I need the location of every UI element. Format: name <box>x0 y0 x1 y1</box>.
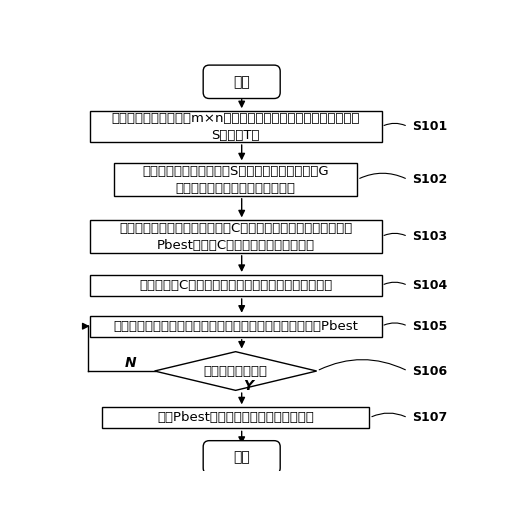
Text: 结束: 结束 <box>233 450 250 464</box>
Text: 根据生成的C条可行路径，更新整个栅格地图的信息素: 根据生成的C条可行路径，更新整个栅格地图的信息素 <box>139 279 332 292</box>
Text: Y: Y <box>243 379 253 394</box>
Text: 种群的自学习搜索，根据发现的路径更新栅格地图信息素和Pbest: 种群的自学习搜索，根据发现的路径更新栅格地图信息素和Pbest <box>113 320 358 333</box>
Polygon shape <box>154 352 317 390</box>
Text: S104: S104 <box>412 279 447 292</box>
Text: 确定条形机器人的姿态，S位置初始化一个规模为G
的种群，所有单元格信息素初始化: 确定条形机器人的姿态，S位置初始化一个规模为G 的种群，所有单元格信息素初始化 <box>142 165 329 195</box>
Text: S102: S102 <box>412 173 447 186</box>
FancyBboxPatch shape <box>203 441 280 474</box>
Bar <box>114 163 357 196</box>
Text: 满足算法结束条件: 满足算法结束条件 <box>203 364 268 378</box>
Text: S105: S105 <box>412 320 447 333</box>
Text: 完成种群的初始搜索，最终生成C条可行路径，选出最优一条作为
Pbest，计算C条可行路径长度的平均值: 完成种群的初始搜索，最终生成C条可行路径，选出最优一条作为 Pbest，计算C条… <box>119 222 352 252</box>
Text: N: N <box>124 356 136 370</box>
Bar <box>90 275 382 296</box>
Text: S107: S107 <box>412 412 447 424</box>
Bar <box>90 220 382 253</box>
FancyBboxPatch shape <box>203 65 280 98</box>
Text: 输出Pbest作为真实机器人最终规划路径: 输出Pbest作为真实机器人最终规划路径 <box>157 412 314 424</box>
Bar <box>90 111 382 142</box>
Text: 开始: 开始 <box>233 75 250 89</box>
Bar <box>90 316 382 337</box>
Text: S103: S103 <box>412 230 447 243</box>
Text: 对工作空间建模，生成m×n栅格地图，实现计算机存储，标记起点
S，终点T。: 对工作空间建模，生成m×n栅格地图，实现计算机存储，标记起点 S，终点T。 <box>111 112 360 142</box>
Text: S106: S106 <box>412 364 447 378</box>
Bar <box>102 407 369 428</box>
Text: S101: S101 <box>412 120 447 133</box>
